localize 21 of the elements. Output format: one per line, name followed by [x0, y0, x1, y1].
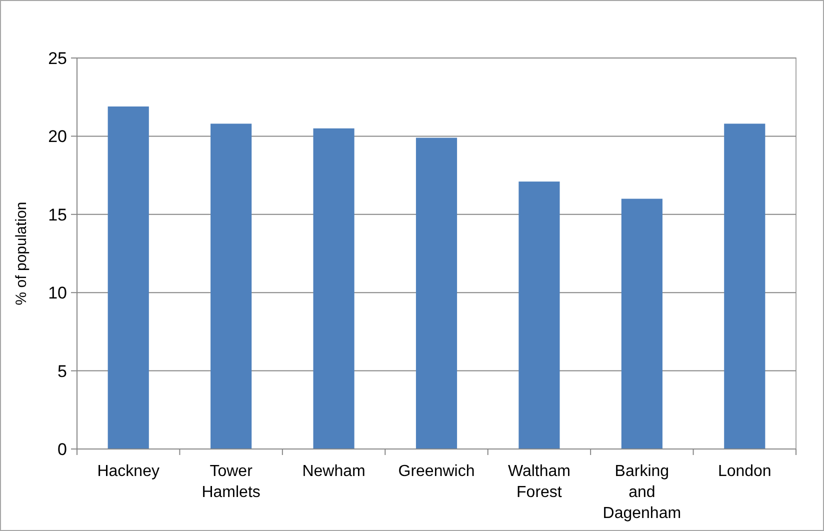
y-tick-label: 10 [48, 284, 67, 303]
bar [313, 128, 354, 449]
y-tick-label: 20 [48, 127, 67, 146]
y-tick-label: 0 [58, 440, 67, 459]
x-tick-label: London [718, 463, 772, 480]
x-tick-label: Barking and Dagenham [602, 463, 682, 522]
bar [416, 138, 458, 449]
x-tick-label: Hackney [97, 463, 160, 480]
x-tick-label: Waltham Forest [508, 463, 570, 501]
y-tick-label: 25 [48, 48, 67, 68]
x-tick-label: Newham [302, 463, 366, 480]
bar [108, 106, 149, 449]
bar [724, 124, 766, 449]
y-tick-label: 15 [48, 205, 67, 224]
bar [621, 198, 662, 449]
x-tick-label: Tower Hamlets [202, 463, 260, 501]
y-tick-label: 5 [58, 362, 67, 381]
bar [210, 124, 252, 449]
y-axis-title: % of population [13, 202, 30, 306]
bar [518, 182, 560, 449]
x-tick-label: Greenwich [398, 463, 475, 480]
